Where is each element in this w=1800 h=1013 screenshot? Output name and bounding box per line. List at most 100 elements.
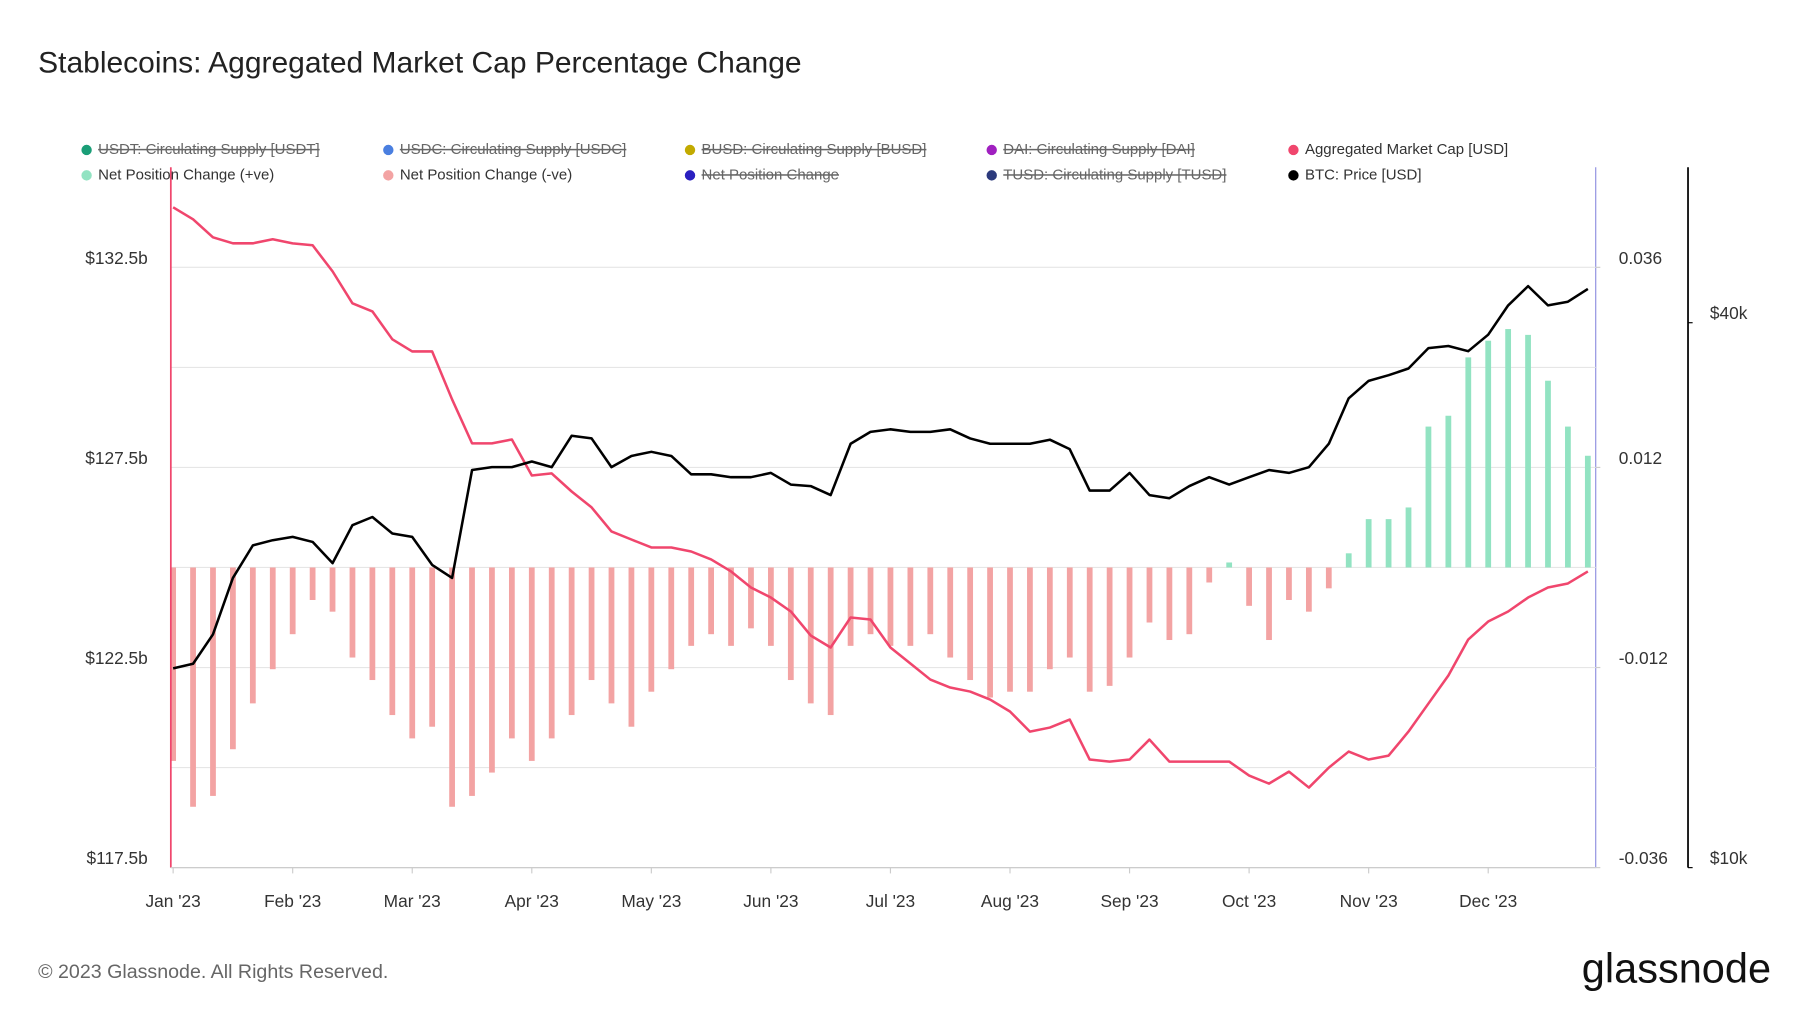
x-tick-label: Oct '23 <box>1222 891 1276 911</box>
bar <box>1505 329 1512 568</box>
line <box>172 284 1589 670</box>
legend-label: BTC: Price [USD] <box>1305 166 1422 183</box>
bar <box>1445 415 1452 568</box>
bar <box>728 567 734 646</box>
bar <box>1565 426 1571 568</box>
bar <box>1485 340 1492 568</box>
bar <box>309 567 316 600</box>
y3-tick-label: $10k <box>1710 848 1748 868</box>
bar <box>1286 567 1292 600</box>
legend-label: Net Position Change (+ve) <box>98 166 274 183</box>
bar <box>1126 567 1133 658</box>
bar <box>1186 567 1193 635</box>
legend-marker <box>383 170 394 181</box>
bar <box>1007 567 1013 692</box>
x-tick-label: Dec '23 <box>1459 891 1517 911</box>
bar <box>1584 455 1591 568</box>
bar <box>1305 567 1312 612</box>
x-tick-label: May '23 <box>621 891 681 911</box>
legend-marker <box>81 170 92 181</box>
legend-label: BUSD: Circulating Supply [BUSD] <box>702 141 927 158</box>
x-tick-label: Jun '23 <box>743 891 798 911</box>
bar <box>1545 380 1551 568</box>
bar <box>469 567 475 796</box>
footer: © 2023 Glassnode. All Rights Reserved. <box>38 961 388 983</box>
chart-title: Stablecoins: Aggregated Market Cap Perce… <box>38 47 801 80</box>
legend-label: Net Position Change <box>702 166 839 183</box>
bar <box>1345 553 1352 568</box>
bar <box>947 567 954 658</box>
y2-tick-label: -0.012 <box>1619 648 1668 668</box>
bar <box>847 567 854 646</box>
legend-label: USDT: Circulating Supply [USDT] <box>98 141 320 158</box>
bar <box>329 567 336 612</box>
bar <box>1206 567 1213 583</box>
legend-label: USDC: Circulating Supply [USDC] <box>400 141 627 158</box>
bar <box>349 567 356 658</box>
bar <box>269 567 276 670</box>
legend-marker <box>1288 170 1299 181</box>
x-tick-label: Feb '23 <box>264 891 321 911</box>
bar <box>867 567 874 635</box>
bar <box>1106 567 1113 686</box>
bar <box>230 567 236 750</box>
bar <box>170 567 177 761</box>
bar <box>1226 562 1233 568</box>
x-tick-label: Sep '23 <box>1100 891 1158 911</box>
bar <box>768 567 774 646</box>
y-tick-label: $117.5b <box>86 848 147 868</box>
brand-logo: glassnode <box>1582 944 1771 991</box>
bar <box>389 567 396 716</box>
bar <box>1146 567 1153 623</box>
bar <box>708 567 715 635</box>
bar <box>588 567 595 681</box>
legend-marker <box>684 144 696 156</box>
bar <box>1086 567 1093 692</box>
bar <box>548 567 555 739</box>
bar <box>1246 567 1252 606</box>
legend-label: TUSD: Circulating Supply [TUSD] <box>1003 166 1226 183</box>
legend-label: Net Position Change (-ve) <box>400 166 572 183</box>
bar <box>289 567 296 635</box>
bar <box>1027 567 1033 692</box>
y-tick-label: $132.5b <box>85 248 148 268</box>
bar <box>1066 567 1073 658</box>
bar <box>1166 567 1173 641</box>
bar <box>409 567 416 739</box>
legend-marker <box>986 144 997 156</box>
bar <box>927 567 934 635</box>
bar <box>1325 567 1332 589</box>
bar <box>1046 567 1053 670</box>
bar <box>1365 519 1372 568</box>
bar <box>1465 357 1472 568</box>
legend-marker <box>684 170 696 181</box>
legend-marker <box>1288 144 1299 156</box>
legend-marker <box>383 144 394 156</box>
bar <box>1405 507 1412 568</box>
y-tick-label: $127.5b <box>85 448 148 468</box>
bar <box>568 567 575 716</box>
x-tick-label: Jul '23 <box>866 891 915 911</box>
legend-label: Aggregated Market Cap [USD] <box>1305 141 1508 158</box>
bar <box>787 567 794 681</box>
bar <box>528 567 535 761</box>
bar <box>429 567 436 727</box>
bar <box>1525 334 1531 568</box>
bar <box>748 567 754 629</box>
bar <box>1425 426 1432 568</box>
grid <box>170 266 1596 869</box>
y-tick-label: $122.5b <box>85 648 148 668</box>
bar <box>508 567 515 739</box>
legend-marker <box>81 144 92 156</box>
x-tick-label: Nov '23 <box>1340 891 1398 911</box>
bar <box>887 567 894 646</box>
bar <box>827 567 834 716</box>
y3-tick-label: $40k <box>1710 303 1748 323</box>
x-tick-label: Aug '23 <box>981 891 1039 911</box>
x-tick-label: Jan '23 <box>146 891 201 911</box>
bar <box>449 567 455 807</box>
bar <box>688 567 695 646</box>
x-tick-label: Mar '23 <box>384 891 441 911</box>
bar <box>608 567 615 704</box>
